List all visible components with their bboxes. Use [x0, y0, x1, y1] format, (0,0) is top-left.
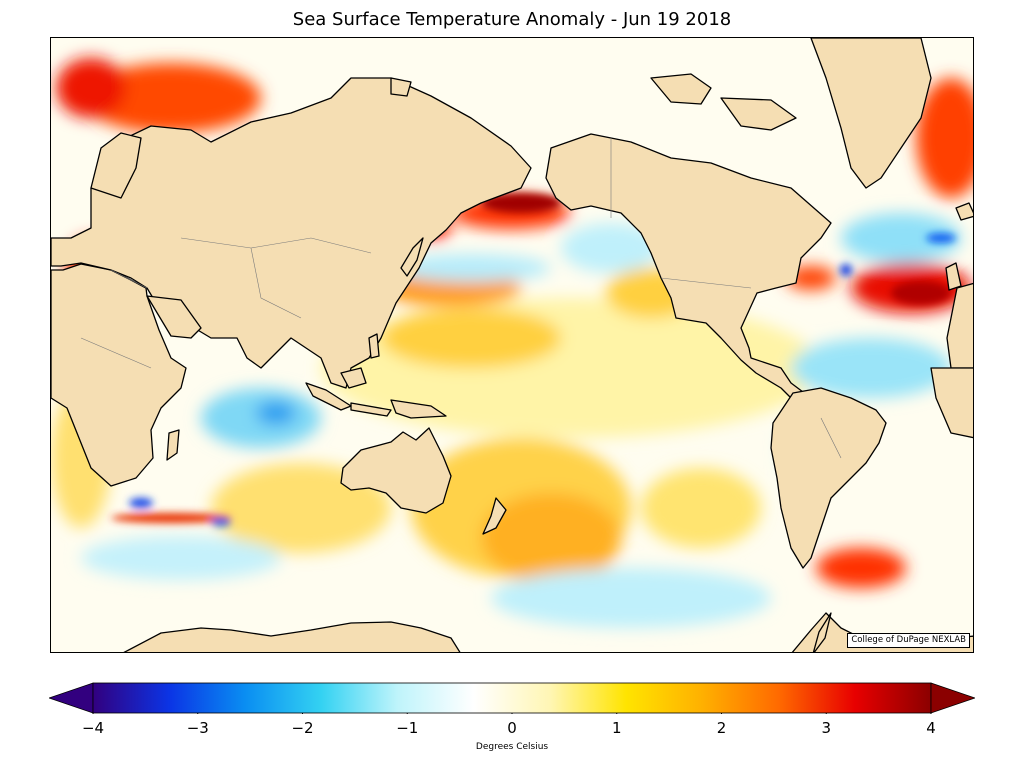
colorbar-tick-label: 3	[821, 719, 832, 737]
country-borders	[80, 138, 842, 459]
land-arctic-islands-3	[390, 77, 412, 97]
colorbar-tick-label: 0	[507, 719, 517, 737]
landmasses	[51, 38, 973, 652]
colorbar-extend-low	[49, 682, 94, 714]
colorbar-tick-label: −2	[291, 719, 314, 737]
colorbar-tick-label: −4	[81, 719, 105, 737]
land-indonesia-1	[305, 382, 352, 411]
colorbar-gradient	[92, 682, 932, 714]
land-arctic-islands	[650, 73, 712, 105]
land-scandinavia	[90, 132, 142, 199]
colorbar-extend-high	[930, 682, 975, 714]
land-south-america	[770, 387, 887, 569]
land-indonesia-2	[350, 402, 392, 417]
colorbar-tick-label: 4	[926, 719, 936, 737]
land-uk	[945, 262, 962, 291]
land-philippines	[368, 333, 380, 359]
sst-anomaly-map: College of DuPage NEXLAB	[50, 37, 974, 653]
land-africa-east-edge	[930, 367, 973, 439]
colorbar-tick-label: 1	[611, 719, 622, 737]
land-australia	[340, 427, 452, 514]
land-greenland	[810, 38, 932, 189]
land-borneo	[340, 367, 367, 389]
credit-label: College of DuPage NEXLAB	[847, 633, 970, 648]
colorbar-tick-label: −3	[186, 719, 209, 737]
land-antarctic-peninsula	[812, 612, 832, 652]
land-antarctica-1	[123, 621, 461, 652]
land-new-guinea	[390, 399, 447, 419]
land-japan	[400, 237, 424, 277]
land-arabia	[146, 295, 202, 339]
land-madagascar	[166, 429, 180, 461]
land-arctic-islands-2	[720, 97, 797, 131]
colorbar-label: Degrees Celsius	[475, 742, 549, 752]
land-new-zealand	[482, 497, 507, 535]
colorbar-tick-label: −1	[396, 719, 419, 737]
land-iceland	[955, 202, 973, 221]
colorbar-tick-label: 2	[716, 719, 727, 737]
map-title: Sea Surface Temperature Anomaly - Jun 19…	[292, 9, 732, 30]
